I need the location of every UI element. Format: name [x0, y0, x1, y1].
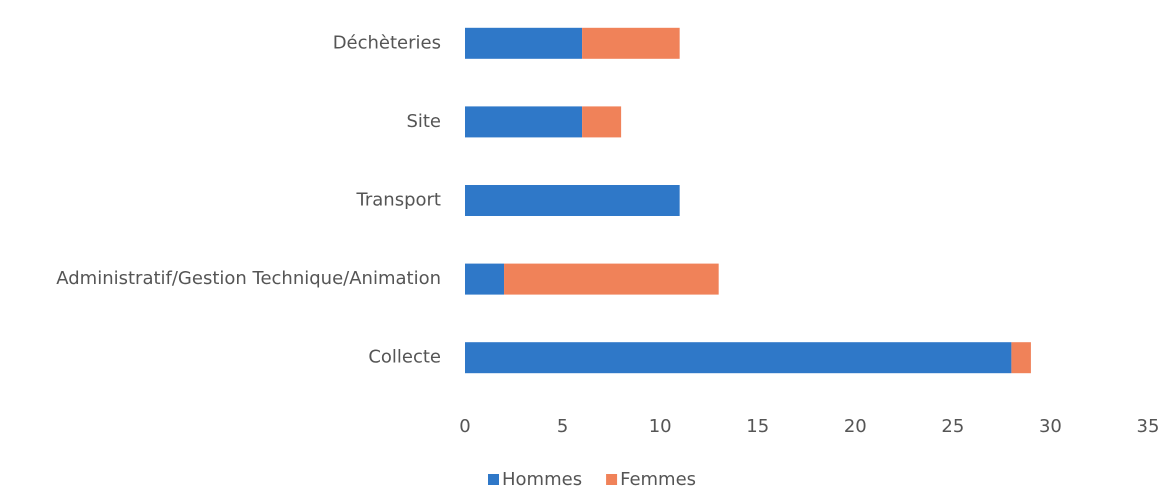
y-tick-label: Transport: [356, 190, 441, 211]
y-tick-label: Administratif/Gestion Technique/Animatio…: [56, 268, 441, 289]
bar: [465, 185, 680, 216]
bar: [465, 106, 583, 138]
x-tick-label: 25: [941, 416, 964, 437]
y-tick-label: Site: [406, 111, 441, 132]
x-tick-label: 5: [557, 416, 568, 437]
x-tick-label: 35: [1137, 416, 1160, 437]
bar: [582, 106, 622, 138]
legend-swatch: [488, 474, 499, 485]
x-tick-label: 10: [649, 416, 672, 437]
legend-swatch: [606, 474, 618, 485]
x-tick-label: 15: [746, 416, 769, 437]
y-tick-label: Collecte: [368, 347, 441, 368]
legend-label: Hommes: [502, 469, 582, 490]
x-tick-label: 30: [1039, 416, 1062, 437]
bar: [465, 342, 1012, 374]
x-tick-label: 20: [844, 416, 867, 437]
bar: [582, 27, 680, 59]
bar: [504, 263, 719, 295]
bar: [465, 263, 505, 295]
x-tick-label: 0: [459, 416, 470, 437]
bar: [1011, 342, 1031, 374]
bar: [465, 27, 583, 59]
y-tick-label: Déchèteries: [333, 32, 441, 53]
legend-label: Femmes: [620, 469, 696, 490]
